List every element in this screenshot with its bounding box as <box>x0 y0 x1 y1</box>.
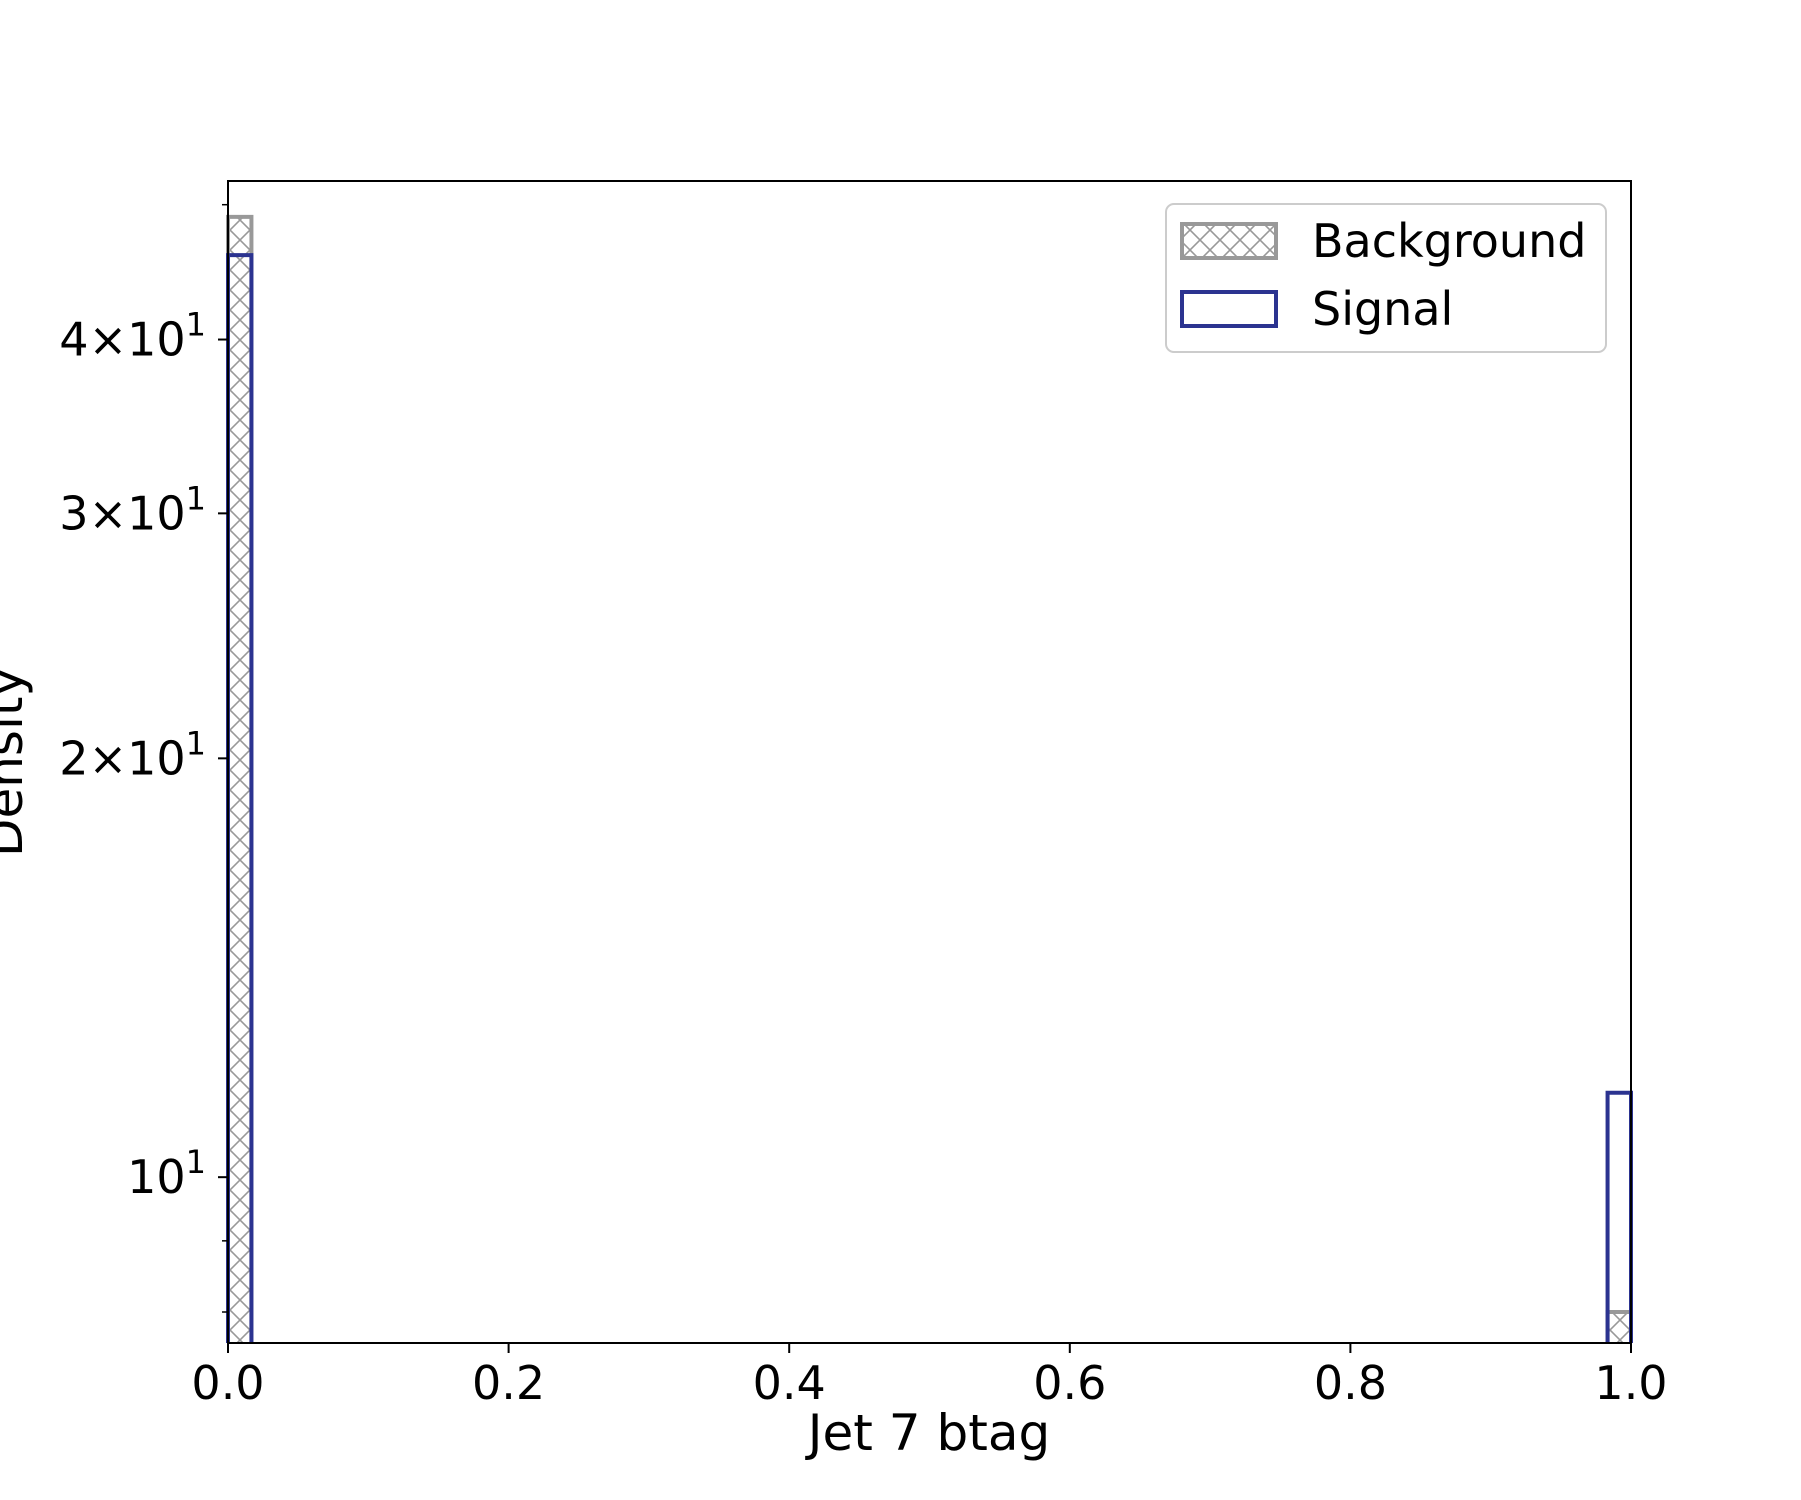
x-tick-label: 0.6 <box>1033 1356 1106 1410</box>
x-tick-label: 1.0 <box>1594 1356 1667 1410</box>
y-tick-label: 2×101 <box>59 724 206 785</box>
y-axis-label: Density <box>0 667 34 857</box>
y-tick-label: 3×101 <box>59 479 206 540</box>
x-axis-label: Jet 7 btag <box>805 1404 1050 1462</box>
legend-label-background: Background <box>1312 214 1586 268</box>
bar-background-0 <box>228 216 252 1344</box>
x-tick-label: 0.8 <box>1314 1356 1387 1410</box>
y-tick-label: 4×101 <box>59 306 206 367</box>
x-tick-label: 0.0 <box>191 1356 264 1410</box>
axes-frame <box>227 180 1632 1344</box>
y-axis-ticks: 101 2×101 3×101 4×101 <box>59 203 228 1313</box>
bar-background-1 <box>1607 1312 1631 1343</box>
x-axis-ticks: 0.0 0.2 0.4 0.6 0.8 1.0 <box>191 1343 1668 1410</box>
legend-label-signal: Signal <box>1312 282 1453 336</box>
legend-swatch-signal <box>1180 290 1278 328</box>
legend: Background Signal <box>1165 203 1607 353</box>
y-tick-label: 101 <box>127 1143 206 1204</box>
legend-swatch-background <box>1180 222 1278 260</box>
x-tick-label: 0.2 <box>472 1356 545 1410</box>
x-tick-label: 0.4 <box>753 1356 826 1410</box>
